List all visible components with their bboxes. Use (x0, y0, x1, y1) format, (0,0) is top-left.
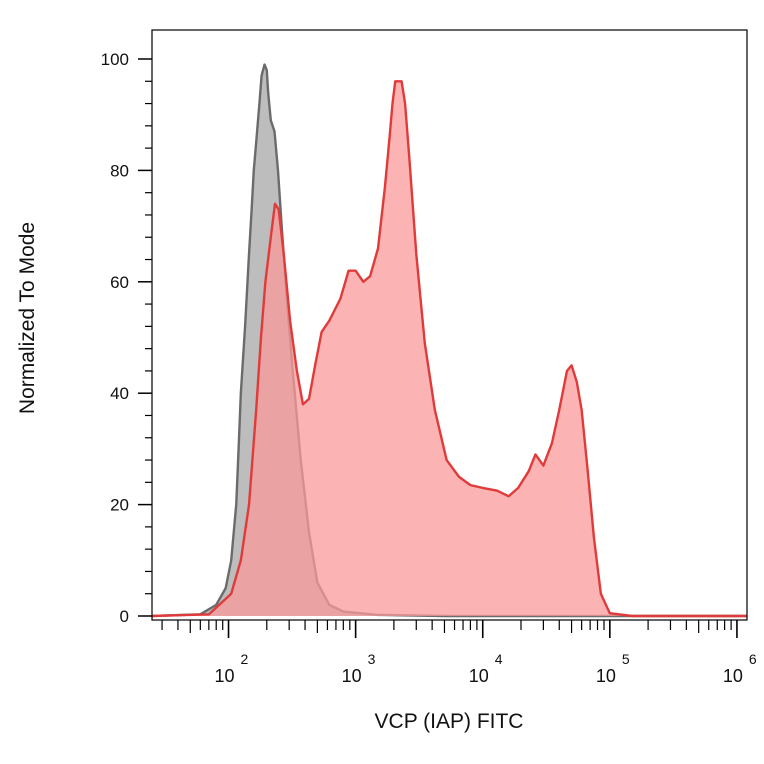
y-tick-label: 100 (101, 50, 129, 69)
x-tick-label-exponent: 4 (495, 651, 503, 667)
x-axis-title: VCP (IAP) FITC (375, 710, 524, 733)
y-axis: 0 20 40 60 80 100 (101, 50, 152, 626)
x-tick-label-base: 10 (215, 666, 235, 686)
x-tick-label-exponent: 5 (622, 651, 630, 667)
y-tick-label: 60 (110, 273, 129, 292)
series-line-2 (151, 80, 747, 618)
y-tick-label: 80 (110, 161, 129, 180)
x-tick-label-base: 10 (469, 666, 489, 686)
x-tick-label-base: 10 (342, 666, 362, 686)
x-tick-label-base: 10 (723, 666, 743, 686)
y-tick-label: 40 (110, 384, 129, 403)
x-tick-label-exponent: 3 (368, 651, 376, 667)
x-tick-label-base: 10 (596, 666, 616, 686)
y-tick-label: 0 (120, 607, 129, 626)
x-tick-label-exponent: 6 (749, 651, 757, 667)
series-area-2 (152, 81, 747, 616)
plot-frame (151, 29, 748, 621)
x-axis: 10 2 10 3 10 4 10 5 10 6 (161, 620, 757, 686)
y-axis-title: Normalized To Mode (16, 222, 39, 414)
x-tick-label-exponent: 2 (241, 651, 249, 667)
y-tick-label: 20 (110, 496, 129, 515)
series-group (151, 63, 747, 618)
